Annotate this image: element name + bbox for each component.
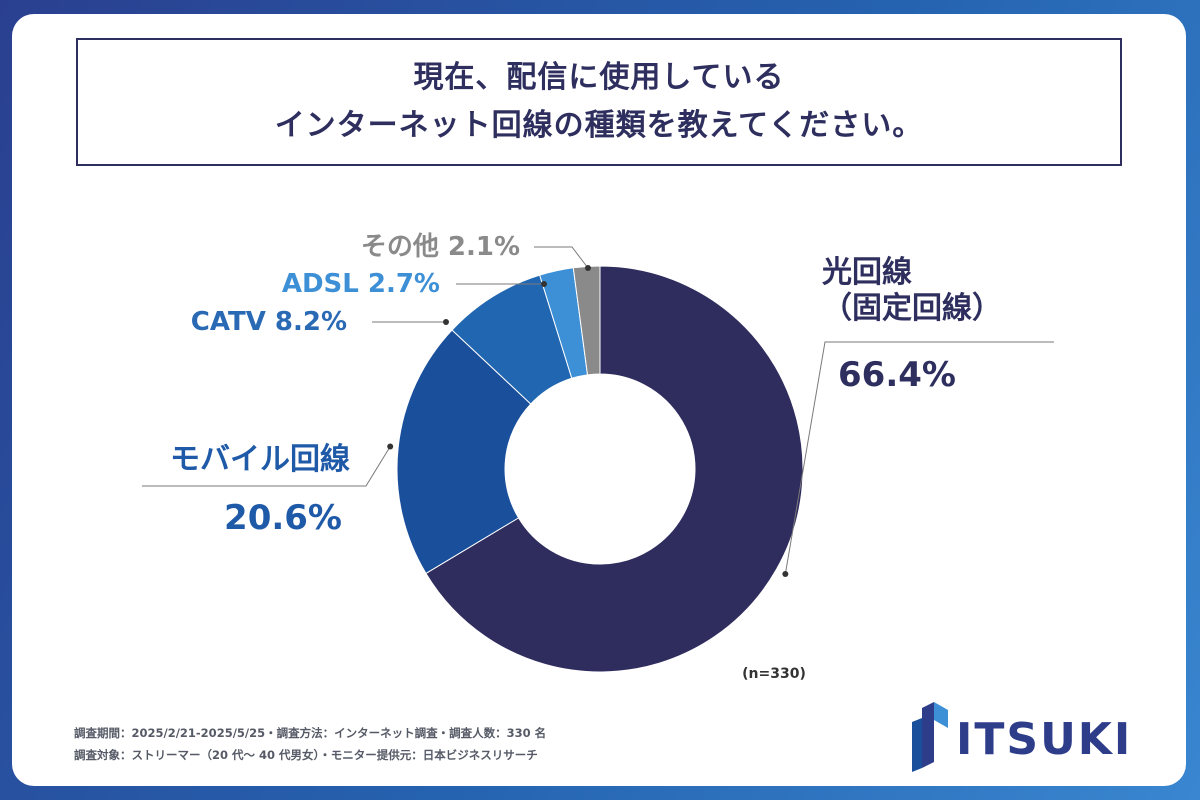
donut-chart: 光回線（固定回線） 66.4% モバイル回線 20.6% CATV 8.2% ADSL 2… [142, 232, 1054, 682]
leader-line-4 [534, 246, 589, 269]
slice-name-0-1: （固定回線） [822, 291, 1002, 326]
donut-slice-4 [572, 265, 601, 376]
donut-slice-1 [396, 329, 532, 575]
logo-mark-icon [912, 702, 948, 772]
leader-dot-2 [443, 319, 449, 325]
leader-dot-0 [782, 570, 789, 577]
title-box: 現在、配信に使用している インターネット回線の種類を教えてください。 [76, 38, 1122, 166]
slice-label-4: その他 2.1% [361, 232, 520, 262]
slice-label-3: ADSL 2.7% [282, 269, 440, 299]
sample-size-label: (n=330) [742, 666, 806, 682]
leader-dot-4 [585, 265, 591, 271]
survey-footer-line-1: 調査期間：2025/2/21-2025/5/25・調査方法：インターネット調査・… [74, 726, 547, 740]
slice-name-1-0: モバイル回線 [170, 442, 350, 477]
leader-dot-1 [387, 443, 394, 450]
logo-text: ITSUKI [956, 714, 1133, 765]
slice-value-0: 66.4% [838, 355, 956, 395]
slice-value-1: 20.6% [224, 498, 342, 538]
slice-label-2: CATV 8.2% [191, 307, 347, 337]
itsuki-logo: ITSUKI [904, 700, 1144, 780]
leader-line-1 [142, 446, 391, 487]
donut-slice-0 [425, 265, 804, 673]
infographic-card: 現在、配信に使用している インターネット回線の種類を教えてください。 光回線 （固… [12, 14, 1186, 786]
title-line-2: インターネット回線の種類を教えてください。 [274, 108, 924, 143]
slice-name-0-0: 光回線 [822, 255, 912, 290]
survey-footer-line-2: 調査対象：ストリーマー（20 代〜 40 代男女）・モニター提供元：日本ビジネス… [74, 748, 538, 762]
title-line-1: 現在、配信に使用している [413, 60, 785, 95]
survey-footer: 調査期間：2025/2/21-2025/5/25・調査方法：インターネット調査・… [74, 722, 546, 766]
leader-dot-3 [541, 281, 547, 287]
leader-line-0 [784, 341, 1054, 575]
